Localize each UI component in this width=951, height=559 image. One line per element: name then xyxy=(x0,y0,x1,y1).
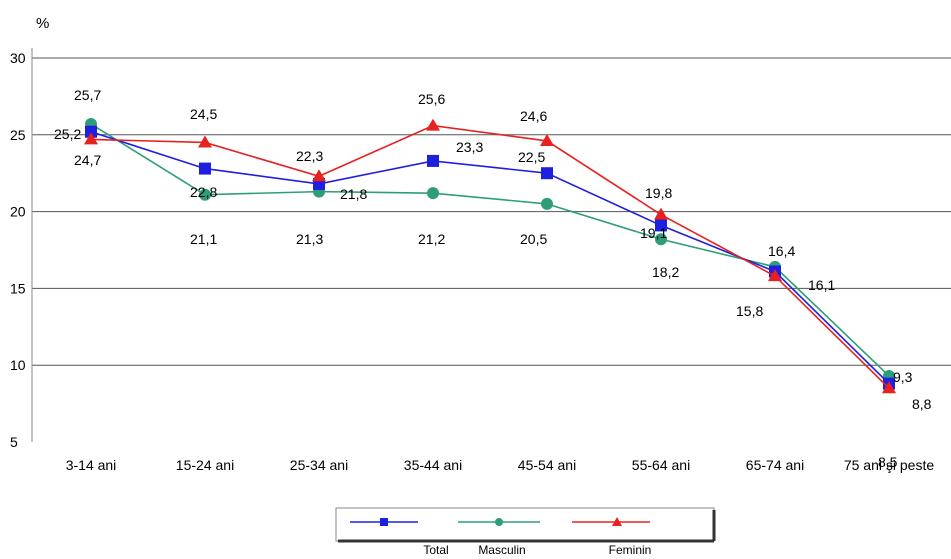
y-tick-label: 15 xyxy=(10,280,26,296)
data-point xyxy=(426,118,440,131)
data-point xyxy=(427,154,439,167)
data-label: 25,7 xyxy=(74,87,101,103)
data-point xyxy=(427,187,439,200)
data-label: 19,1 xyxy=(640,225,667,241)
y-axis: 5 10 15 20 25 30 xyxy=(10,50,26,450)
legend-marker xyxy=(612,517,622,526)
y-tick-label: 25 xyxy=(10,127,26,143)
data-point xyxy=(540,133,554,146)
data-label: 22,8 xyxy=(190,184,217,200)
data-point xyxy=(198,135,212,148)
series-total xyxy=(85,125,895,390)
data-label: 8,5 xyxy=(878,454,898,470)
data-label: 20,5 xyxy=(520,231,547,247)
x-tick-label: 25-34 ani xyxy=(290,457,348,473)
x-axis: 3-14 ani 15-24 ani 25-34 ani 35-44 ani 45-54… xyxy=(66,457,935,473)
legend-marker xyxy=(495,518,503,526)
data-label: 24,5 xyxy=(190,106,217,122)
series-group xyxy=(84,118,896,394)
series-line xyxy=(90,123,890,377)
data-label: 8,8 xyxy=(912,396,932,412)
legend-label: Feminin xyxy=(609,543,652,557)
legend: Total Masculin Feminin xyxy=(335,507,716,557)
data-point xyxy=(199,188,211,201)
data-label: 22,3 xyxy=(296,148,323,164)
data-label: 21,1 xyxy=(190,231,217,247)
legend-label: Masculin xyxy=(478,543,525,557)
x-tick-label: 45-54 ani xyxy=(518,457,576,473)
y-tick-label: 30 xyxy=(10,50,26,66)
data-label: 23,3 xyxy=(456,139,483,155)
data-point xyxy=(654,207,668,220)
y-tick-label: 5 xyxy=(10,434,18,450)
legend-item-feminin: Feminin xyxy=(572,517,651,557)
data-labels: 25,7 25,2 24,7 24,5 22,8 21,1 22,3 21,8 21,3 25,6… xyxy=(54,87,932,470)
data-label: 19,8 xyxy=(645,185,672,201)
data-label: 25,6 xyxy=(418,91,445,107)
data-label: 22,5 xyxy=(518,149,545,165)
legend-item-total: Total xyxy=(350,518,449,557)
x-tick-label: 65-74 ani xyxy=(746,457,804,473)
data-point xyxy=(312,169,326,182)
x-tick-label: 55-64 ani xyxy=(632,457,690,473)
data-label: 24,7 xyxy=(74,152,101,168)
data-label: 18,2 xyxy=(652,264,679,280)
x-tick-label: 35-44 ani xyxy=(404,457,462,473)
data-point xyxy=(655,233,667,246)
x-tick-label: 3-14 ani xyxy=(66,457,117,473)
legend-item-masculin: Masculin xyxy=(458,518,540,557)
data-label: 15,8 xyxy=(736,303,763,319)
y-tick-label: 20 xyxy=(10,204,26,220)
data-point xyxy=(541,167,553,180)
x-tick-label: 15-24 ani xyxy=(176,457,234,473)
data-point xyxy=(768,269,782,282)
data-point xyxy=(655,219,667,232)
data-label: 16,4 xyxy=(768,243,795,259)
data-label: 16,1 xyxy=(808,277,835,293)
series-line xyxy=(90,130,890,385)
legend-label: Total xyxy=(423,543,448,557)
y-axis-label: % xyxy=(36,15,49,32)
data-point xyxy=(84,132,98,145)
grid xyxy=(31,48,951,442)
series-line xyxy=(90,124,890,389)
data-point xyxy=(199,162,211,175)
data-label: 21,8 xyxy=(340,186,367,202)
y-tick-label: 10 xyxy=(10,357,26,373)
legend-box xyxy=(335,507,715,542)
legend-marker xyxy=(380,518,388,526)
data-label: 9,3 xyxy=(893,369,913,385)
data-point xyxy=(541,197,553,210)
data-point xyxy=(882,381,896,394)
data-label: 21,2 xyxy=(418,231,445,247)
data-point xyxy=(85,125,97,138)
series-feminin xyxy=(84,118,896,394)
x-tick-label: 75 ani şi peste xyxy=(844,457,934,473)
data-label: 21,3 xyxy=(296,231,323,247)
data-label: 25,2 xyxy=(54,126,81,142)
data-label: 24,6 xyxy=(520,108,547,124)
